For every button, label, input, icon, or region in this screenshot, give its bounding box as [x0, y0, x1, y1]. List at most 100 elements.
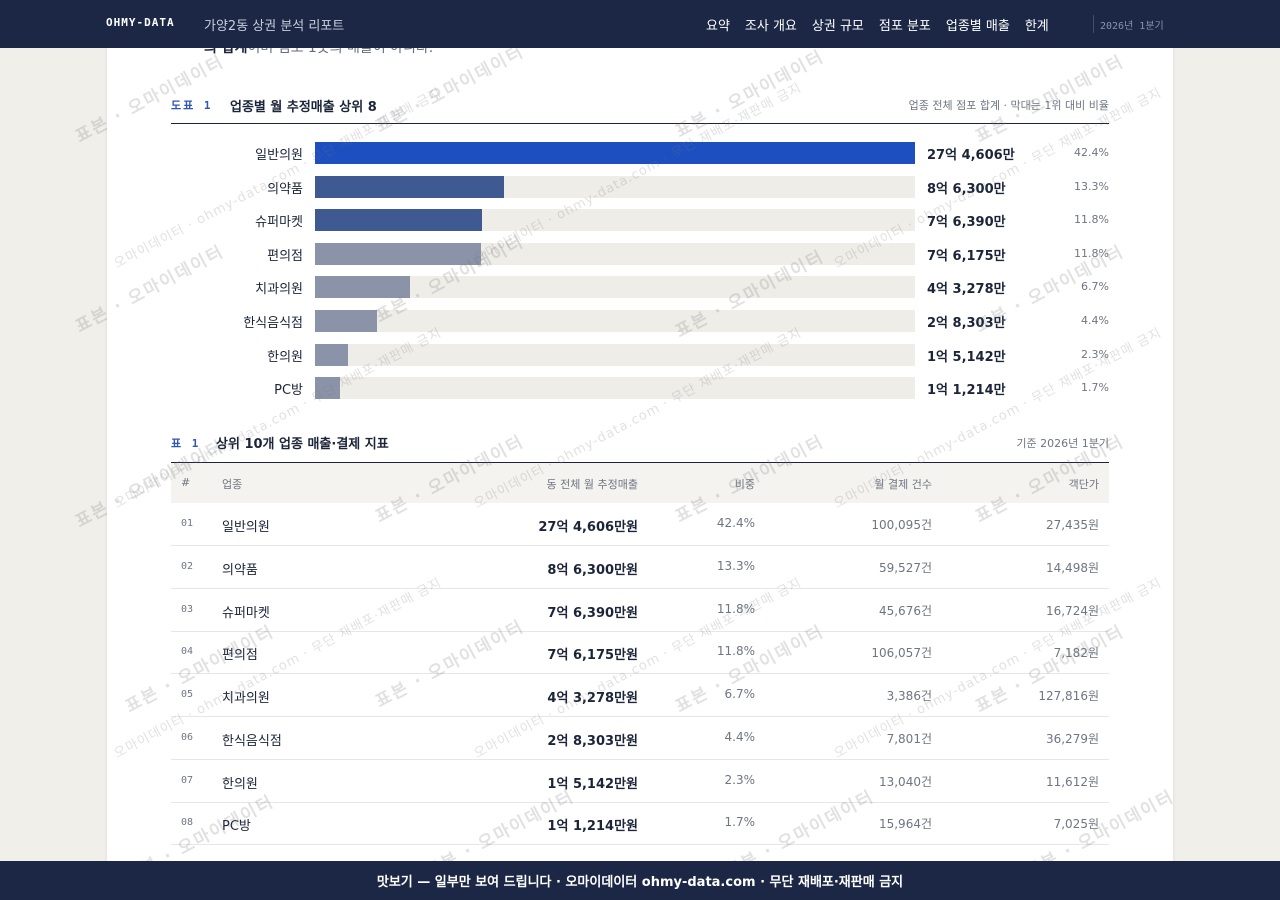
- bar: [315, 377, 340, 399]
- row-share: 11.8%: [716, 644, 755, 658]
- bar-track: [315, 142, 915, 164]
- brand-logo[interactable]: OHMY-DATA: [106, 16, 175, 29]
- row-rank: 06: [181, 732, 194, 743]
- nav-link-store-distribution[interactable]: 점포 분포: [878, 18, 931, 34]
- row-monthly-sales: 2억 8,303만원: [547, 734, 638, 749]
- table-title: 상위 10개 업종 매출·결제 지표: [216, 437, 389, 452]
- row-payment-count: 45,676건: [878, 604, 932, 618]
- column-header-industry: 업종: [222, 478, 243, 491]
- table-note: 기준 2026년 1분기: [1016, 437, 1109, 450]
- bar-value-label: 7억 6,390만: [927, 215, 1006, 230]
- row-rank: 04: [181, 646, 194, 657]
- row-payment-count: 100,095건: [871, 518, 932, 532]
- figure-header: 도표 1 업종별 월 추정매출 상위 8 업종 전체 점포 합계 · 막대는 1…: [171, 96, 1109, 116]
- bar-share-label: 42.4%: [1074, 146, 1109, 159]
- table-row: 06 한식음식점 2억 8,303만원 4.4% 7,801건 36,279원: [171, 717, 1109, 760]
- row-industry: 치과의원: [222, 691, 270, 706]
- bar-value-label: 8억 6,300만: [927, 182, 1006, 197]
- row-avg-ticket: 7,182원: [1053, 646, 1099, 660]
- row-share: 11.8%: [716, 602, 755, 616]
- bar-value-label: 4억 3,278만: [927, 282, 1006, 297]
- bar-label: PC방: [274, 383, 303, 398]
- table-row: 04 편의점 7억 6,175만원 11.8% 106,057건 7,182원: [171, 631, 1109, 674]
- bar-label: 치과의원: [255, 282, 303, 297]
- bar: [315, 243, 482, 265]
- bar: [315, 176, 504, 198]
- table-row: 03 슈퍼마켓 7억 6,390만원 11.8% 45,676건 16,724원: [171, 589, 1109, 632]
- bar-track: [315, 209, 915, 231]
- bar-value-label: 7억 6,175만: [927, 249, 1006, 264]
- row-industry: 일반의원: [222, 520, 270, 535]
- report-title: 가양2동 상권 분석 리포트: [204, 19, 345, 34]
- row-payment-count: 3,386건: [886, 689, 932, 703]
- column-header-rank: #: [181, 476, 191, 489]
- figure-title: 업종별 월 추정매출 상위 8: [230, 100, 377, 115]
- table-row: 08 PC방 1억 1,214만원 1.7% 15,964건 7,025원: [171, 802, 1109, 845]
- bar-share-label: 11.8%: [1074, 213, 1109, 226]
- table-rule: [171, 462, 1109, 463]
- nav-link-summary[interactable]: 요약: [706, 18, 730, 34]
- nav-link-sales-by-industry[interactable]: 업종별 매출: [945, 18, 1010, 34]
- column-header-monthly-sales: 동 전체 월 추정매출: [546, 478, 638, 491]
- bar-label: 일반의원: [255, 148, 303, 163]
- row-monthly-sales: 7억 6,175만원: [547, 648, 638, 663]
- bar-track: [315, 344, 915, 366]
- bar-value-label: 1억 1,214만: [927, 383, 1006, 398]
- bar: [315, 276, 410, 298]
- row-rank: 02: [181, 561, 194, 572]
- row-share: 4.4%: [724, 730, 756, 744]
- bar-label: 슈퍼마켓: [255, 215, 303, 230]
- table-row: 01 일반의원 27억 4,606만원 42.4% 100,095건 27,435원: [171, 503, 1109, 546]
- bar-share-label: 13.3%: [1074, 180, 1109, 193]
- row-share: 2.3%: [724, 773, 756, 787]
- bar-value-label: 27억 4,606만: [927, 148, 1015, 163]
- table-header: 표 1 상위 10개 업종 매출·결제 지표 기준 2026년 1분기: [171, 433, 1109, 453]
- row-avg-ticket: 11,612원: [1045, 775, 1099, 789]
- row-industry: 한의원: [222, 777, 258, 792]
- table-number: 표 1: [171, 437, 201, 450]
- bar-share-label: 4.4%: [1081, 314, 1109, 327]
- report-period: 2026년 1분기: [1100, 21, 1164, 32]
- row-rank: 08: [181, 817, 194, 828]
- row-share: 1.7%: [724, 815, 756, 829]
- bar: [315, 344, 349, 366]
- nav-link-overview[interactable]: 조사 개요: [744, 18, 797, 34]
- row-payment-count: 59,527건: [878, 561, 932, 575]
- bar-value-label: 1억 5,142만: [927, 350, 1006, 365]
- row-payment-count: 7,801건: [886, 732, 932, 746]
- column-header-payment-count: 월 결제 건수: [874, 478, 932, 491]
- bar-share-label: 2.3%: [1081, 348, 1109, 361]
- row-avg-ticket: 16,724원: [1045, 604, 1099, 618]
- preview-notice-bar: 맛보기 — 일부만 보여 드립니다 · 오마이데이터 ohmy-data.com…: [0, 861, 1280, 900]
- nav-link-limitations[interactable]: 한계: [1024, 18, 1049, 34]
- bar-share-label: 1.7%: [1081, 381, 1109, 394]
- row-monthly-sales: 1억 1,214만원: [547, 819, 638, 834]
- figure-note: 업종 전체 점포 합계 · 막대는 1위 대비 비율: [908, 99, 1109, 112]
- row-share: 42.4%: [716, 516, 755, 530]
- row-payment-count: 15,964건: [878, 817, 932, 831]
- bar: [315, 142, 915, 164]
- bar-label: 의약품: [267, 182, 303, 197]
- figure-rule: [171, 123, 1109, 124]
- bar: [315, 310, 377, 332]
- column-header-avg-ticket: 객단가: [1068, 478, 1099, 491]
- bar-share-label: 6.7%: [1081, 280, 1109, 293]
- top-navigation-bar: OHMY-DATA 가양2동 상권 분석 리포트 요약 조사 개요 상권 규모 …: [0, 0, 1280, 48]
- bar-label: 편의점: [267, 249, 303, 264]
- row-monthly-sales: 1억 5,142만원: [547, 777, 638, 792]
- nav-divider: [1093, 15, 1094, 33]
- row-monthly-sales: 27억 4,606만원: [538, 520, 638, 535]
- bar-track: [315, 276, 915, 298]
- column-header-share: 비중: [734, 478, 755, 491]
- bar-value-label: 2억 8,303만: [927, 316, 1006, 331]
- row-share: 13.3%: [716, 559, 755, 573]
- table-row: 05 치과의원 4억 3,278만원 6.7% 3,386건 127,816원: [171, 674, 1109, 717]
- table-row: 02 의약품 8억 6,300만원 13.3% 59,527건 14,498원: [171, 546, 1109, 589]
- bar-label: 한식음식점: [243, 316, 303, 331]
- nav-link-market-size[interactable]: 상권 규모: [811, 18, 864, 34]
- bar-track: [315, 377, 915, 399]
- table-row: 07 한의원 1억 5,142만원 2.3% 13,040건 11,612원: [171, 760, 1109, 803]
- section-nav: 요약 조사 개요 상권 규모 점포 분포 업종별 매출 한계: [706, 0, 1064, 48]
- row-industry: 슈퍼마켓: [222, 606, 270, 621]
- row-industry: 한식음식점: [222, 734, 282, 749]
